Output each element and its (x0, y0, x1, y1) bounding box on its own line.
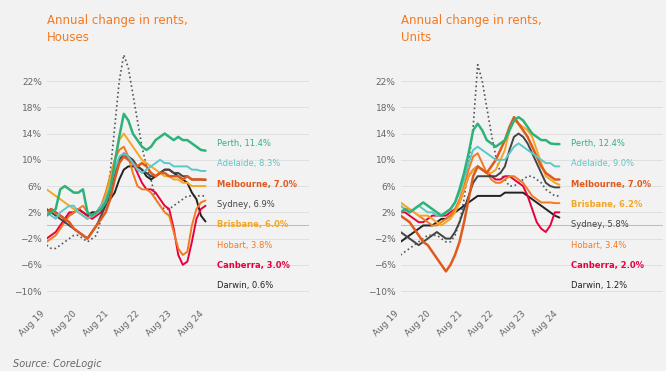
Text: Perth, 12.4%: Perth, 12.4% (571, 139, 625, 148)
Text: Canberra, 2.0%: Canberra, 2.0% (571, 261, 643, 270)
Text: Sydney, 6.9%: Sydney, 6.9% (216, 200, 274, 209)
Text: Sydney, 5.8%: Sydney, 5.8% (571, 220, 628, 229)
Text: Perth, 11.4%: Perth, 11.4% (216, 139, 270, 148)
Text: Adelaide, 9.0%: Adelaide, 9.0% (571, 159, 633, 168)
Text: Hobart, 3.8%: Hobart, 3.8% (216, 241, 272, 250)
Text: Adelaide, 8.3%: Adelaide, 8.3% (216, 159, 280, 168)
Text: Canberra, 3.0%: Canberra, 3.0% (216, 261, 290, 270)
Text: Melbourne, 7.0%: Melbourne, 7.0% (216, 180, 296, 188)
Text: Source: CoreLogic: Source: CoreLogic (13, 359, 102, 369)
Text: Brisbane, 6.2%: Brisbane, 6.2% (571, 200, 642, 209)
Text: Melbourne, 7.0%: Melbourne, 7.0% (571, 180, 651, 188)
Text: Annual change in rents,
Houses: Annual change in rents, Houses (47, 14, 187, 44)
Text: Darwin, 0.6%: Darwin, 0.6% (216, 281, 273, 290)
Text: Hobart, 3.4%: Hobart, 3.4% (571, 241, 626, 250)
Text: Annual change in rents,
Units: Annual change in rents, Units (400, 14, 541, 44)
Text: Darwin, 1.2%: Darwin, 1.2% (571, 281, 627, 290)
Text: Brisbane, 6.0%: Brisbane, 6.0% (216, 220, 288, 229)
